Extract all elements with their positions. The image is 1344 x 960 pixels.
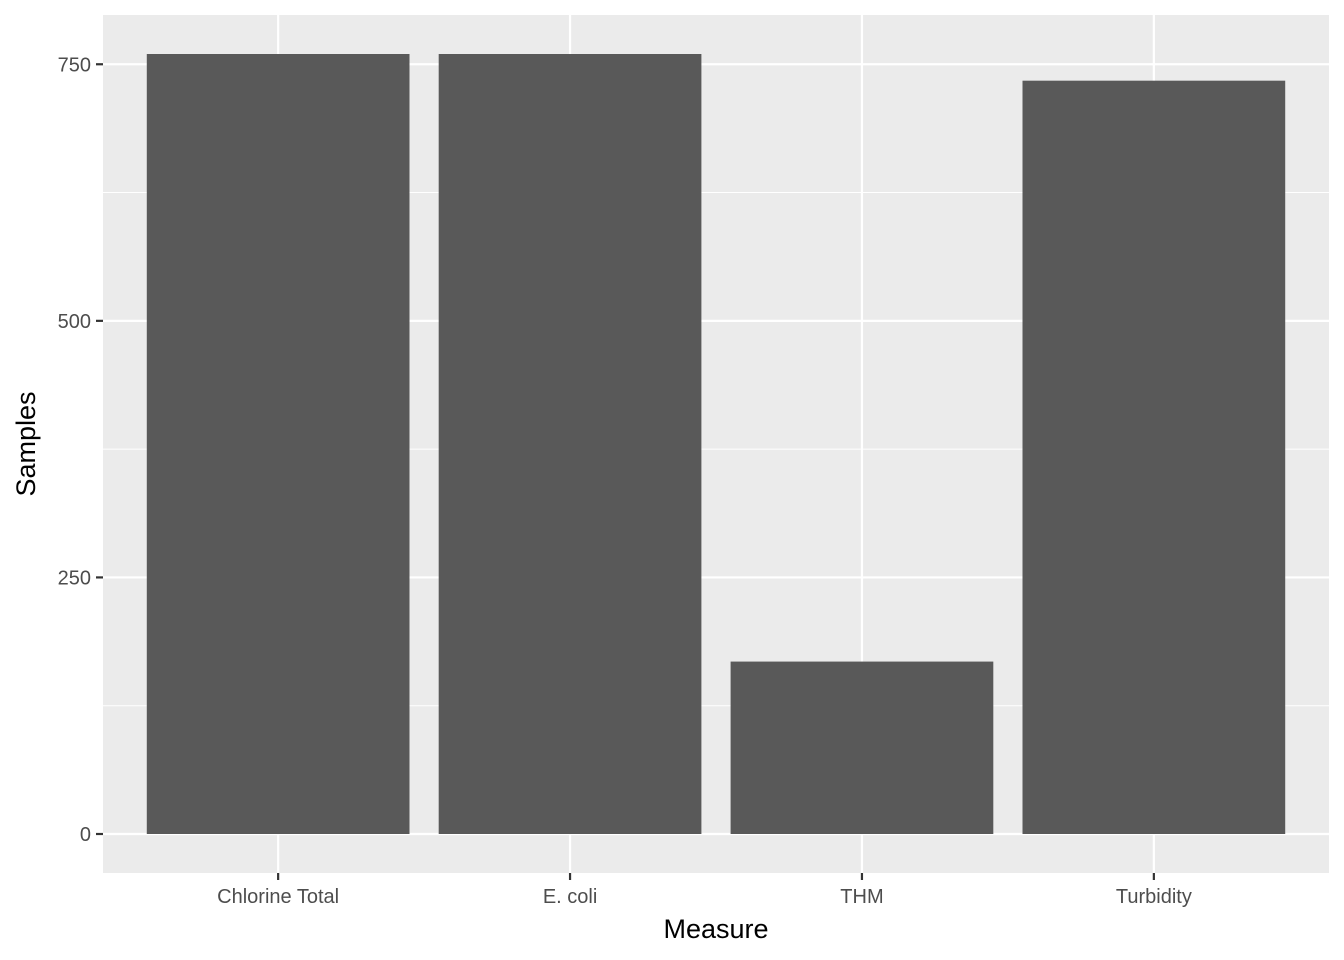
y-tick-label: 500 [58,311,91,333]
bar-thm [730,661,994,834]
x-axis-title: Measure [663,914,768,944]
bar-chlorine-total [146,54,410,834]
y-axis-title: Samples [11,391,41,496]
x-tick-label: Turbidity [1116,886,1192,908]
y-axis: 0 250 500 750 [58,54,103,846]
bar-turbidity [1022,80,1286,835]
x-tick-label: Chlorine Total [217,886,339,908]
bar-e-coli [438,54,702,834]
x-tick-label: E. coli [543,886,597,908]
bars [146,54,1286,835]
y-tick-label: 0 [80,824,91,846]
x-axis: Chlorine Total E. coli THM Turbidity [217,873,1192,908]
y-tick-label: 250 [58,567,91,589]
x-tick-label: THM [840,886,883,908]
y-tick-label: 750 [58,54,91,76]
